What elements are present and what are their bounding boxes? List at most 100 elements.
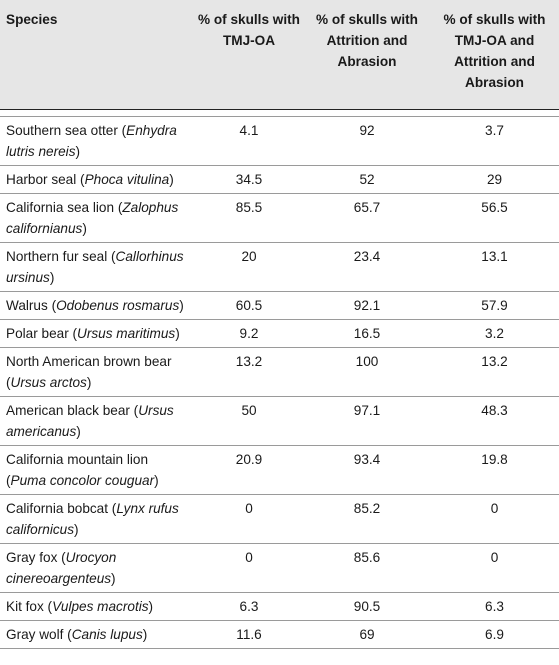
table-row: Gray wolf (Canis lupus) 11.6 69 6.9 <box>0 620 559 649</box>
species-cell: American black bear (Ursus americanus) <box>0 396 194 446</box>
species-close-paren: ) <box>74 522 79 537</box>
tmj-oa-value: 9.2 <box>194 319 304 348</box>
species-cell: Harbor seal (Phoca vitulina) <box>0 165 194 194</box>
attrition-abrasion-value: 23.4 <box>304 242 430 292</box>
table-row: Harbor seal (Phoca vitulina) 34.5 52 29 <box>0 165 559 194</box>
species-cell: Polar bear (Ursus maritimus) <box>0 319 194 348</box>
tmj-oa-value: 13.2 <box>194 347 304 397</box>
attrition-abrasion-value: 52 <box>304 165 430 194</box>
species-common-name: California sea lion ( <box>6 200 123 215</box>
attrition-abrasion-value: 85.2 <box>304 494 430 544</box>
attrition-abrasion-value: 65.7 <box>304 193 430 243</box>
tmj-oa-and-attrition-value: 0 <box>430 494 559 544</box>
species-latin-name: Odobenus rosmarus <box>56 298 180 313</box>
species-cell: Gray wolf (Canis lupus) <box>0 620 194 649</box>
species-latin-name: Phoca vitulina <box>84 172 170 187</box>
species-common-name: Gray wolf ( <box>6 627 72 642</box>
tmj-oa-and-attrition-value: 29 <box>430 165 559 194</box>
species-close-paren: ) <box>82 221 87 236</box>
species-cell: Kit fox (Vulpes macrotis) <box>0 592 194 621</box>
species-close-paren: ) <box>154 473 159 488</box>
species-latin-name: Callorhinus ursinus <box>6 249 184 285</box>
species-cell: California bobcat (Lynx rufus californic… <box>0 494 194 544</box>
table-body: Southern sea otter (Enhydra lutris nerei… <box>0 109 559 649</box>
species-latin-name: Ursus maritimus <box>77 326 176 341</box>
species-latin-name: Urocyon cinereoargenteus <box>6 550 117 586</box>
table-row: California mountain lion (Puma concolor … <box>0 445 559 495</box>
attrition-abrasion-value: 85.6 <box>304 543 430 593</box>
tmj-oa-and-attrition-value: 0 <box>430 543 559 593</box>
tmj-oa-and-attrition-value: 3.7 <box>430 116 559 166</box>
tmj-oa-value: 0 <box>194 543 304 593</box>
table-row: Kit fox (Vulpes macrotis) 6.3 90.5 6.3 <box>0 592 559 621</box>
header-species: Species <box>0 0 194 110</box>
tmj-oa-value: 50 <box>194 396 304 446</box>
species-latin-name: Puma concolor couguar <box>10 473 155 488</box>
species-cell: Walrus (Odobenus rosmarus) <box>0 291 194 320</box>
species-close-paren: ) <box>111 571 116 586</box>
tmj-oa-and-attrition-value: 48.3 <box>430 396 559 446</box>
species-cell: Gray fox (Urocyon cinereoargenteus) <box>0 543 194 593</box>
attrition-abrasion-value: 16.5 <box>304 319 430 348</box>
tmj-oa-value: 85.5 <box>194 193 304 243</box>
species-common-name: California mountain lion ( <box>6 452 149 488</box>
species-latin-name: Lynx rufus californicus <box>6 501 179 537</box>
species-common-name: Polar bear ( <box>6 326 78 341</box>
attrition-abrasion-value: 69 <box>304 620 430 649</box>
table-row: Walrus (Odobenus rosmarus) 60.5 92.1 57.9 <box>0 291 559 320</box>
header-attrition-abrasion: % of skulls with Attrition and Abrasion <box>304 0 430 110</box>
spacer-row <box>0 109 559 117</box>
tmj-oa-value: 20.9 <box>194 445 304 495</box>
skull-pathology-table: Species % of skulls with TMJ-OA % of sku… <box>0 0 559 649</box>
tmj-oa-and-attrition-value: 19.8 <box>430 445 559 495</box>
header-tmj-oa: % of skulls with TMJ-OA <box>194 0 304 110</box>
table-row: California sea lion (Zalophus california… <box>0 193 559 243</box>
table-row: Gray fox (Urocyon cinereoargenteus) 0 85.6… <box>0 543 559 593</box>
table-row: Southern sea otter (Enhydra lutris nerei… <box>0 116 559 166</box>
species-close-paren: ) <box>49 270 55 285</box>
data-table-container: Species % of skulls with TMJ-OA % of sku… <box>0 0 559 649</box>
species-cell: Southern sea otter (Enhydra lutris nerei… <box>0 116 194 166</box>
species-common-name: Harbor seal ( <box>6 172 85 187</box>
species-latin-name: Ursus americanus <box>6 403 174 439</box>
species-latin-name: Canis lupus <box>71 627 143 642</box>
species-common-name: Kit fox ( <box>6 599 53 614</box>
species-close-paren: ) <box>76 424 81 439</box>
tmj-oa-and-attrition-value: 57.9 <box>430 291 559 320</box>
species-close-paren: ) <box>175 326 180 341</box>
tmj-oa-value: 34.5 <box>194 165 304 194</box>
tmj-oa-value: 4.1 <box>194 116 304 166</box>
species-common-name: Northern fur seal ( <box>6 249 116 264</box>
tmj-oa-value: 6.3 <box>194 592 304 621</box>
tmj-oa-value: 60.5 <box>194 291 304 320</box>
tmj-oa-and-attrition-value: 3.2 <box>430 319 559 348</box>
table-row: California bobcat (Lynx rufus californic… <box>0 494 559 544</box>
tmj-oa-and-attrition-value: 6.9 <box>430 620 559 649</box>
species-cell: California sea lion (Zalophus california… <box>0 193 194 243</box>
tmj-oa-and-attrition-value: 6.3 <box>430 592 559 621</box>
species-latin-name: Vulpes macrotis <box>52 599 149 614</box>
species-latin-name: Ursus arctos <box>10 375 87 390</box>
table-row: American black bear (Ursus americanus) 50… <box>0 396 559 446</box>
tmj-oa-and-attrition-value: 13.2 <box>430 347 559 397</box>
species-close-paren: ) <box>169 172 174 187</box>
species-cell: Northern fur seal (Callorhinus ursinus) <box>0 242 194 292</box>
table-row: North American brown bear (Ursus arctos)… <box>0 347 559 397</box>
tmj-oa-and-attrition-value: 13.1 <box>430 242 559 292</box>
species-close-paren: ) <box>86 375 92 390</box>
tmj-oa-value: 0 <box>194 494 304 544</box>
tmj-oa-and-attrition-value: 56.5 <box>430 193 559 243</box>
species-latin-name: Enhydra lutris nereis <box>6 123 177 159</box>
species-common-name: Walrus ( <box>6 298 57 313</box>
spacer-cell <box>0 109 559 117</box>
species-close-paren: ) <box>75 144 81 159</box>
tmj-oa-value: 11.6 <box>194 620 304 649</box>
species-common-name: Southern sea otter ( <box>6 123 127 138</box>
species-close-paren: ) <box>142 627 148 642</box>
species-common-name: American black bear ( <box>6 403 139 418</box>
species-common-name: Gray fox ( <box>6 550 66 565</box>
species-common-name: North American brown bear ( <box>6 354 172 390</box>
attrition-abrasion-value: 92.1 <box>304 291 430 320</box>
tmj-oa-value: 20 <box>194 242 304 292</box>
header-row: Species % of skulls with TMJ-OA % of sku… <box>0 0 559 110</box>
